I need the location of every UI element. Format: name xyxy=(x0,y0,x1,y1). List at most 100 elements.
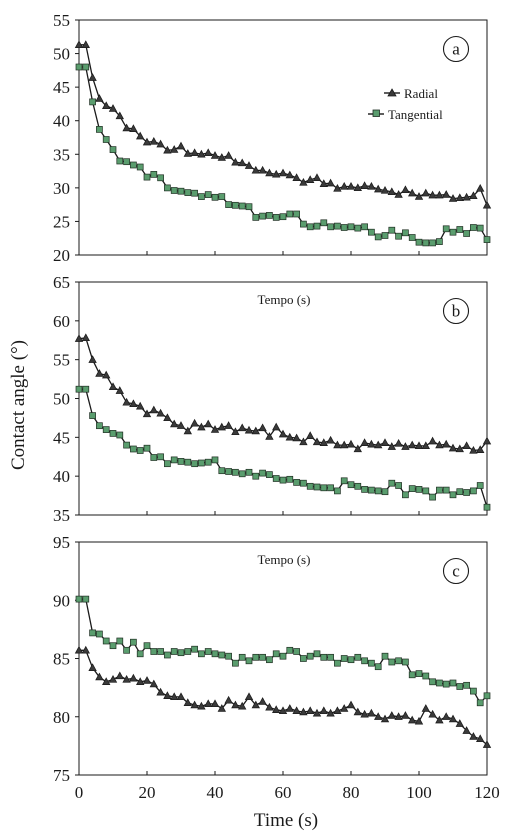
data-point-square xyxy=(402,491,409,499)
data-point-square xyxy=(361,657,368,665)
data-point-square xyxy=(395,657,402,665)
data-point-triangle xyxy=(88,663,97,671)
data-point-triangle xyxy=(95,94,104,102)
data-point-triangle xyxy=(367,181,376,190)
data-point-triangle xyxy=(197,149,206,158)
data-point-square xyxy=(449,228,457,236)
panel-c: 75 80 85 90 95 0 20 40 60 80 100 120 c Tempo (s) xyxy=(53,533,500,802)
data-point-square xyxy=(300,655,307,662)
data-point-square xyxy=(334,659,341,667)
y-tick-label: 40 xyxy=(53,467,70,486)
data-point-square xyxy=(381,488,389,496)
data-point-triangle xyxy=(122,397,131,406)
y-tick-label: 45 xyxy=(53,78,70,97)
data-point-triangle xyxy=(401,185,410,194)
data-point-triangle xyxy=(319,438,328,446)
data-point-square xyxy=(218,651,226,659)
data-point-square xyxy=(184,189,192,196)
data-point-triangle xyxy=(244,425,254,434)
data-point-triangle xyxy=(353,183,362,192)
data-point-square xyxy=(136,163,144,171)
data-point-square xyxy=(75,63,83,71)
data-point-square xyxy=(232,468,239,476)
x-tick-label: 60 xyxy=(275,783,292,802)
data-point-square xyxy=(123,441,130,449)
data-point-square xyxy=(374,663,382,671)
data-point-square xyxy=(436,486,443,494)
data-point-triangle xyxy=(265,702,274,711)
data-point-square xyxy=(252,472,260,480)
data-point-square xyxy=(82,63,90,71)
data-point-triangle xyxy=(360,438,369,446)
data-point-square xyxy=(225,201,232,208)
data-point-triangle xyxy=(482,436,492,445)
data-point-triangle xyxy=(251,165,260,174)
data-point-square xyxy=(143,444,151,452)
data-point-triangle xyxy=(394,438,403,447)
legend-radial-label: Radial xyxy=(404,86,438,101)
data-point-triangle xyxy=(360,181,369,189)
data-point-square xyxy=(266,656,273,664)
data-point-square xyxy=(157,648,164,655)
data-point-triangle xyxy=(353,707,362,716)
data-point-square xyxy=(422,239,430,247)
data-point-triangle xyxy=(346,181,356,190)
data-point-triangle xyxy=(238,158,247,167)
data-point-triangle xyxy=(428,709,437,718)
data-point-square xyxy=(102,637,110,645)
data-point-triangle xyxy=(442,712,451,720)
data-point-square xyxy=(388,658,396,666)
data-point-triangle xyxy=(190,148,199,157)
data-point-square xyxy=(327,223,334,231)
y-tick-label: 80 xyxy=(53,708,70,727)
data-point-triangle xyxy=(326,435,335,444)
data-point-triangle xyxy=(272,169,281,178)
data-point-triangle xyxy=(482,200,492,209)
data-point-square xyxy=(408,234,416,241)
data-point-triangle xyxy=(455,719,464,727)
data-point-triangle xyxy=(299,437,308,446)
x-tick-label: 40 xyxy=(207,783,224,802)
data-point-triangle xyxy=(285,170,294,179)
legend-tangential-marker xyxy=(372,109,380,117)
data-point-triangle xyxy=(408,188,417,197)
data-point-triangle xyxy=(428,436,437,445)
y-tick-label: 20 xyxy=(53,246,70,265)
data-point-square xyxy=(150,454,158,461)
data-point-triangle xyxy=(224,695,233,704)
data-point-square xyxy=(245,203,253,211)
data-point-triangle xyxy=(285,432,294,441)
data-point-triangle xyxy=(367,439,376,448)
data-point-triangle xyxy=(129,124,138,132)
data-point-triangle xyxy=(292,706,301,715)
data-point-square xyxy=(286,210,294,218)
data-point-triangle xyxy=(285,704,294,712)
data-point-square xyxy=(130,161,137,169)
data-point-square xyxy=(293,648,300,655)
data-point-triangle xyxy=(102,677,111,685)
data-point-square xyxy=(184,648,192,655)
data-point-square xyxy=(82,385,90,393)
data-point-square xyxy=(211,193,219,201)
data-point-square xyxy=(130,445,137,453)
data-point-triangle xyxy=(380,438,390,446)
data-point-square xyxy=(388,226,396,234)
data-point-triangle xyxy=(299,707,308,716)
data-point-square xyxy=(436,238,443,245)
data-point-triangle xyxy=(448,194,458,202)
data-point-triangle xyxy=(88,73,97,81)
y-tick-label: 50 xyxy=(53,390,70,409)
data-point-square xyxy=(232,659,239,667)
y-tick-label: 35 xyxy=(53,145,70,164)
data-point-triangle xyxy=(312,437,322,446)
data-point-square xyxy=(225,468,232,475)
y-tick-label: 65 xyxy=(53,273,70,292)
data-point-square xyxy=(136,650,144,658)
data-point-triangle xyxy=(476,183,485,192)
data-point-triangle xyxy=(95,369,104,377)
data-point-square xyxy=(456,683,464,690)
data-point-square xyxy=(327,653,334,661)
data-point-square xyxy=(89,629,96,637)
data-point-triangle xyxy=(108,382,118,391)
series-line-radial xyxy=(79,649,488,746)
